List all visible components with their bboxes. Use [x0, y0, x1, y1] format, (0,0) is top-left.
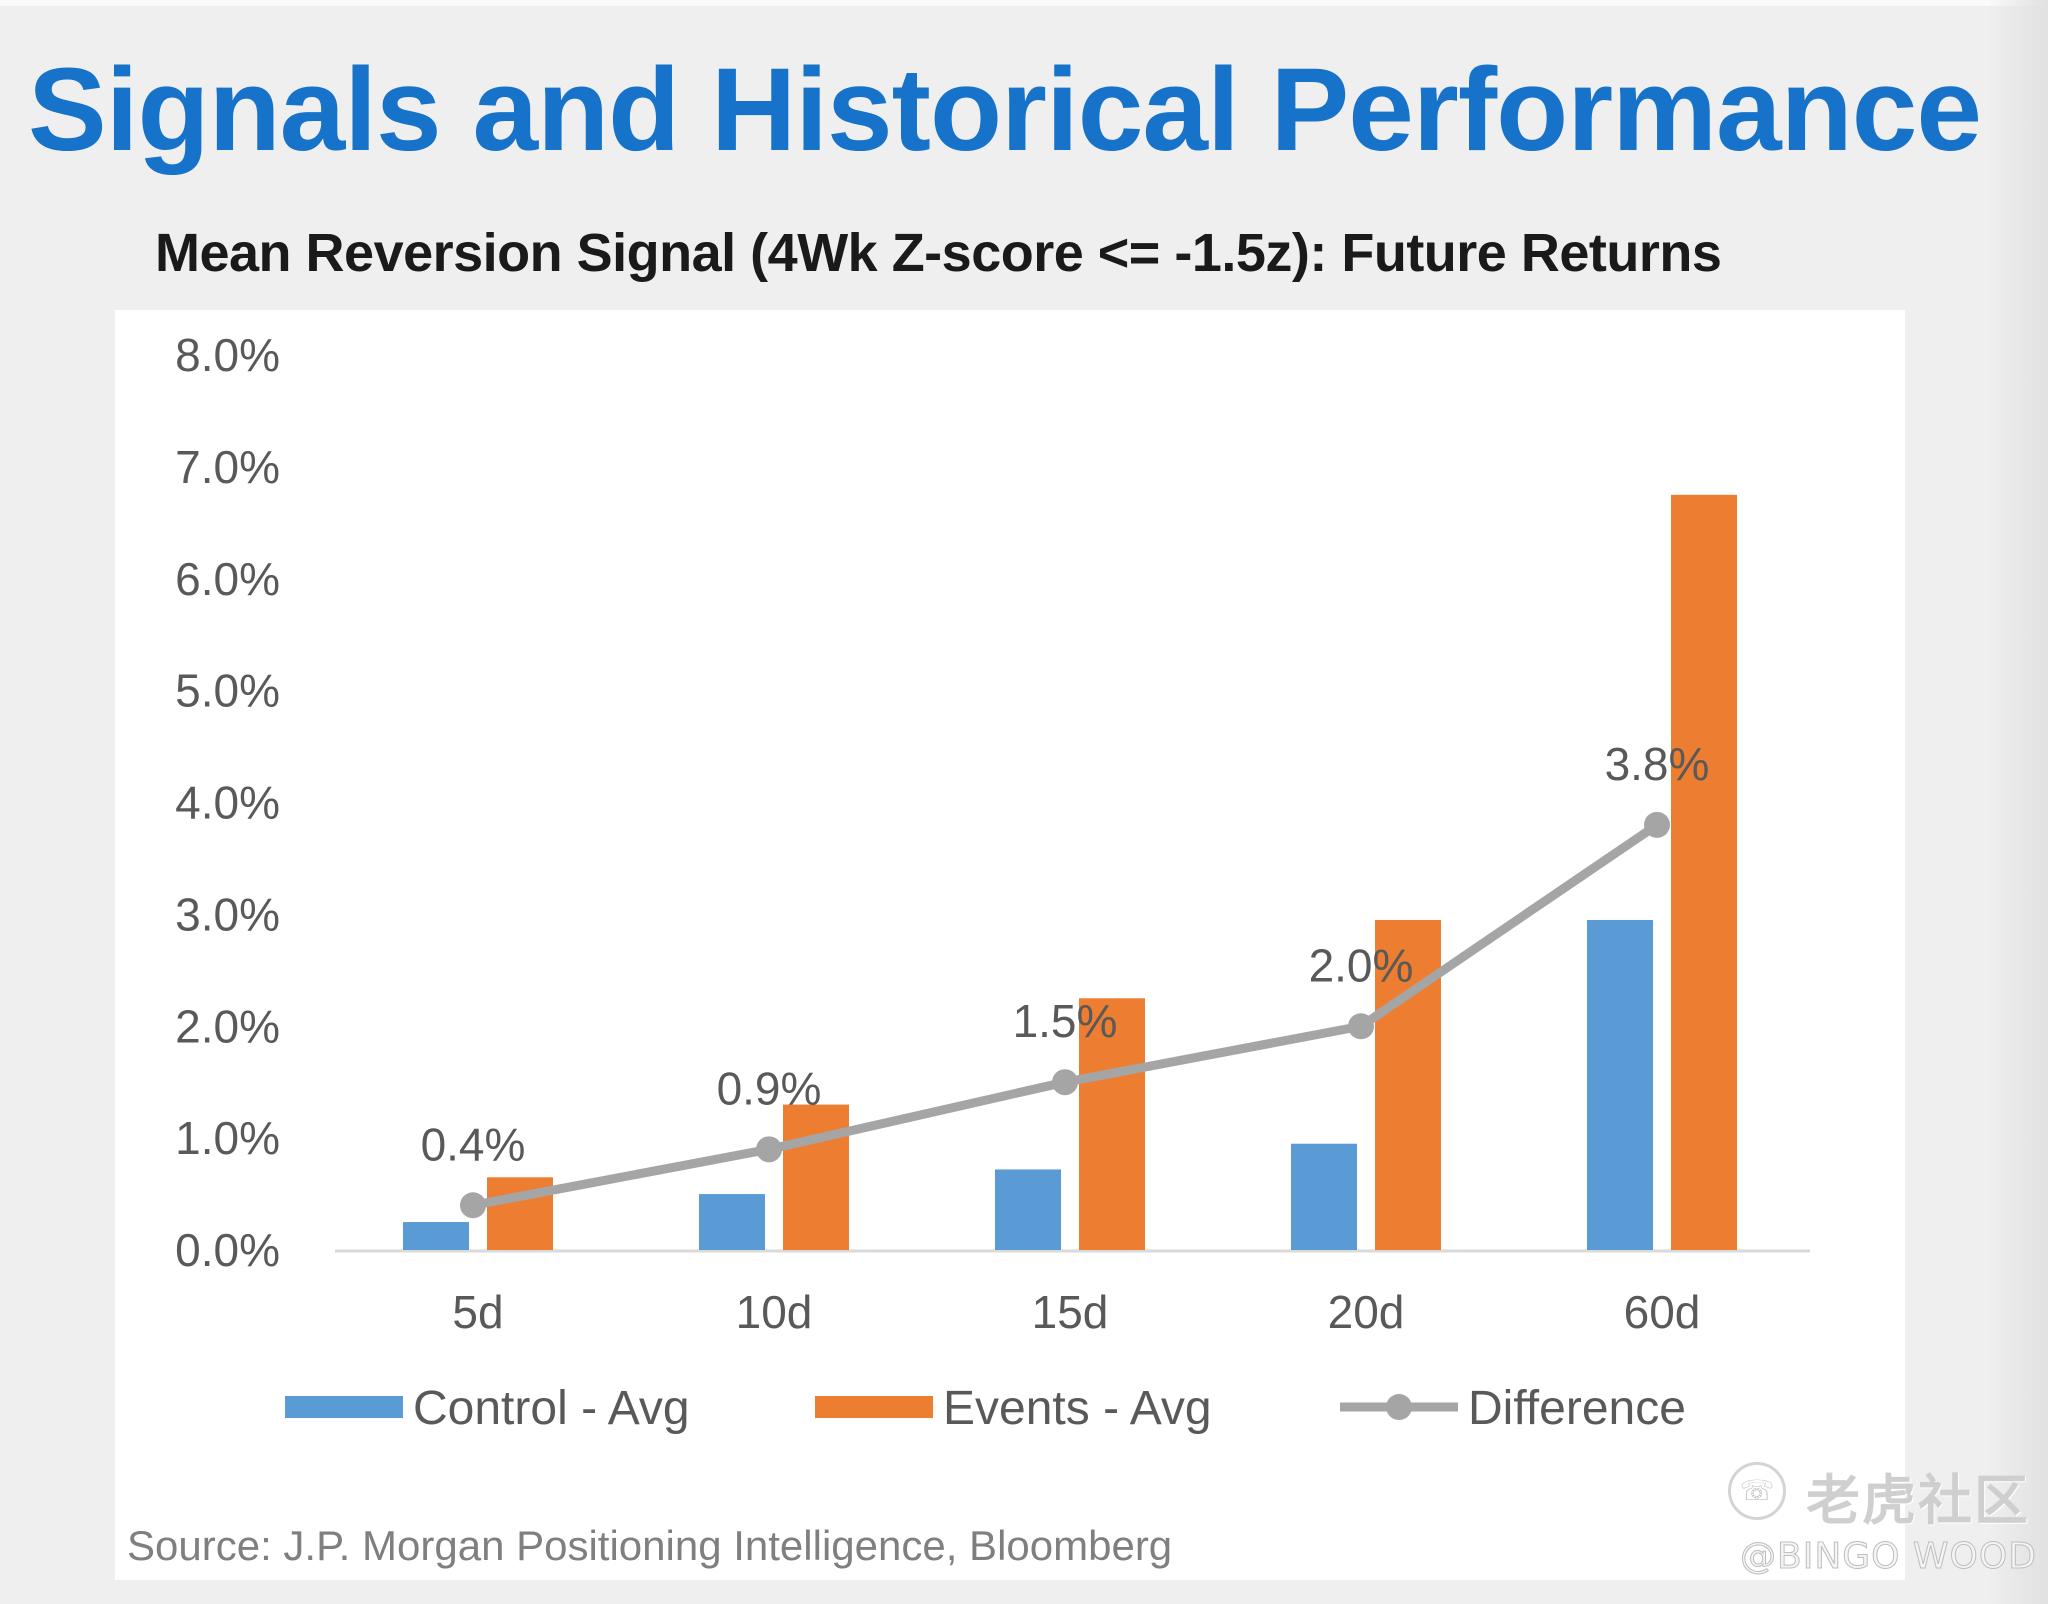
- y-tick-label: 5.0%: [175, 665, 280, 717]
- y-tick-label: 0.0%: [175, 1224, 280, 1276]
- difference-marker: [460, 1192, 486, 1219]
- y-tick-label: 3.0%: [175, 888, 280, 940]
- legend-label: Difference: [1468, 1382, 1686, 1435]
- legend-control-avg: Control - Avg: [285, 1382, 690, 1435]
- x-tick-label: 60d: [1624, 1286, 1701, 1338]
- legend-events-avg: Events - Avg: [815, 1382, 1212, 1435]
- chart-svg: 0.0% 1.0% 2.0% 3.0% 4.0% 5.0% 6.0% 7.0% 8.0% 0.4…: [127, 329, 1810, 1569]
- difference-marker: [756, 1136, 782, 1163]
- difference-line-group: [460, 811, 1670, 1219]
- difference-data-label: 0.4%: [421, 1118, 526, 1170]
- control-avg-bar: [1291, 1143, 1357, 1250]
- y-tick-label: 8.0%: [175, 329, 280, 381]
- legend-difference: Difference: [1340, 1382, 1686, 1435]
- top-strip: [0, 0, 2048, 6]
- control-avg-bar: [995, 1169, 1061, 1250]
- x-tick-label: 5d: [452, 1286, 503, 1338]
- data-labels-group: 0.4% 0.9% 1.5% 2.0% 3.8%: [421, 738, 1710, 1170]
- control-avg-bar: [1587, 919, 1653, 1250]
- y-tick-label: 7.0%: [175, 441, 280, 493]
- bars-group: [403, 494, 1737, 1250]
- y-tick-label: 6.0%: [175, 553, 280, 605]
- difference-data-label: 0.9%: [717, 1062, 822, 1114]
- source-note: Source: J.P. Morgan Positioning Intellig…: [127, 1522, 1172, 1569]
- events-avg-bar: [1671, 494, 1737, 1250]
- legend-swatch: [815, 1396, 933, 1418]
- difference-data-label: 1.5%: [1013, 995, 1118, 1047]
- difference-marker: [1052, 1069, 1078, 1096]
- legend-swatch: [285, 1396, 403, 1418]
- difference-marker: [1644, 811, 1670, 838]
- x-tick-label: 10d: [736, 1286, 813, 1338]
- chart-panel: 0.0% 1.0% 2.0% 3.0% 4.0% 5.0% 6.0% 7.0% 8.0% 0.4…: [115, 310, 1905, 1580]
- tiger-community-logo-icon: ☏: [1728, 1462, 1786, 1520]
- legend: Control - Avg Events - Avg Difference: [285, 1382, 1686, 1435]
- watermark: ☏ 老虎社区 @BINGO WOOD: [1718, 1452, 2038, 1582]
- legend-label: Events - Avg: [943, 1382, 1212, 1435]
- y-axis-ticks: 0.0% 1.0% 2.0% 3.0% 4.0% 5.0% 6.0% 7.0% 8.0%: [175, 329, 280, 1276]
- events-avg-bar: [783, 1104, 849, 1250]
- page-title: Signals and Historical Performance: [28, 44, 1982, 176]
- watermark-brand: 老虎社区: [1806, 1469, 2030, 1532]
- difference-data-label: 3.8%: [1605, 738, 1710, 790]
- x-axis-labels: 5d 10d 15d 20d 60d: [452, 1286, 1700, 1338]
- y-tick-label: 2.0%: [175, 1000, 280, 1052]
- control-avg-bar: [403, 1222, 469, 1250]
- control-avg-bar: [699, 1194, 765, 1250]
- right-edge-shade: [1988, 0, 2048, 1604]
- x-tick-label: 15d: [1032, 1286, 1109, 1338]
- y-tick-label: 4.0%: [175, 777, 280, 829]
- legend-marker: [1386, 1394, 1412, 1420]
- events-avg-bar: [1079, 998, 1145, 1250]
- difference-marker: [1348, 1013, 1374, 1040]
- x-tick-label: 20d: [1328, 1286, 1405, 1338]
- legend-label: Control - Avg: [413, 1382, 690, 1435]
- y-tick-label: 1.0%: [175, 1112, 280, 1164]
- chart-title: Mean Reversion Signal (4Wk Z-score <= -1…: [155, 223, 1722, 283]
- watermark-handle: @BINGO WOOD: [1740, 1536, 2037, 1578]
- difference-data-label: 2.0%: [1309, 939, 1414, 991]
